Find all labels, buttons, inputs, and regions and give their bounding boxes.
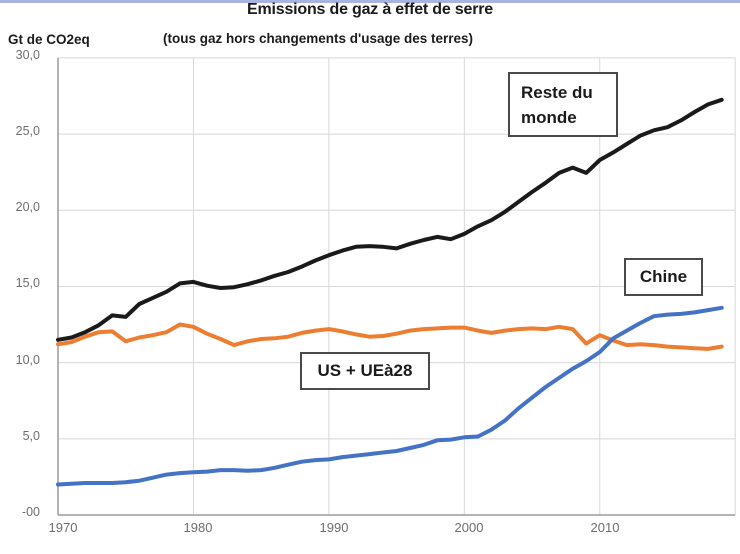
x-axis-tick-label: 2010 (590, 520, 620, 535)
x-axis-tick-label: 1980 (183, 520, 213, 535)
chart-subtitle: (tous gaz hors changements d'usage des t… (163, 31, 474, 46)
y-axis-tick-label: 10,0 (15, 353, 40, 367)
x-axis-tick-label: 2000 (454, 520, 484, 535)
y-axis-tick-label: 30,0 (15, 48, 40, 62)
y-axis-tick-label: 15,0 (15, 276, 40, 290)
series-label-chine: Chine (624, 258, 703, 296)
x-axis-tick-label: 1990 (319, 520, 349, 535)
series-label-reste-du-monde: Reste du monde (508, 72, 618, 137)
series-label-us-ue28: US + UEà28 (300, 352, 430, 390)
y-axis-unit-label: Gt de CO2eq (8, 32, 90, 47)
y-axis-tick-label: 25,0 (15, 124, 40, 138)
y-axis-tick-label: -00 (21, 505, 40, 519)
x-axis-tick-label: 1970 (48, 520, 78, 535)
y-axis-tick-label: 5,0 (22, 429, 40, 443)
y-axis-tick-label: 20,0 (15, 200, 40, 214)
window-top-border (0, 0, 740, 3)
chart-title: Emissions de gaz à effet de serre (247, 1, 493, 18)
